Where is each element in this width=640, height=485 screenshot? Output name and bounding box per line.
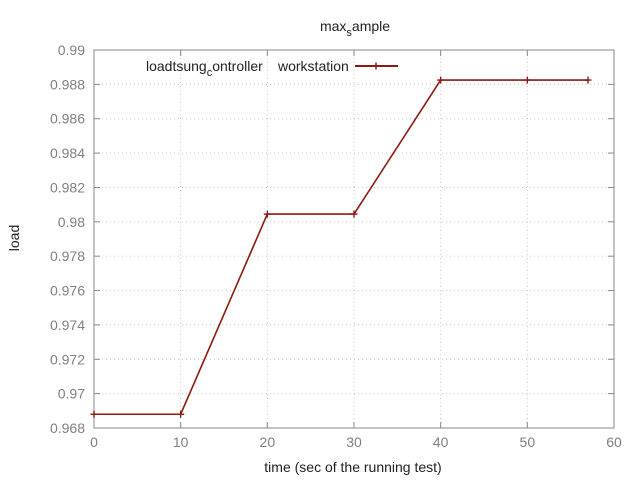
- data-point: [584, 76, 592, 84]
- y-tick-label: 0.976: [50, 283, 85, 299]
- series-line: [94, 79, 588, 416]
- x-tick-label: 60: [606, 434, 622, 450]
- y-tick-label: 0.98: [58, 214, 85, 230]
- y-tick-label: 0.986: [50, 111, 85, 127]
- y-tick-label: 0.984: [50, 145, 85, 161]
- data-point: [350, 210, 358, 218]
- x-tick-label: 0: [90, 434, 98, 450]
- legend-label: loadtsungcontroller: [146, 58, 263, 79]
- x-tick-labels: 0 10 20 30 40 50 60: [90, 434, 622, 450]
- legend-marker: [372, 62, 380, 70]
- grid-lines: [94, 50, 614, 428]
- y-tick-label: 0.97: [58, 386, 85, 402]
- y-tick-labels: 0.968 0.97 0.972 0.974 0.976 0.978 0.98 0.982 0.…: [50, 42, 85, 436]
- axes: [93, 49, 615, 429]
- x-tick-label: 10: [173, 434, 189, 450]
- legend-label-subscript: c: [207, 67, 213, 79]
- data-point: [523, 76, 531, 84]
- y-tick-label: 0.978: [50, 248, 85, 264]
- legend-label-part2: ontroller: [212, 58, 263, 74]
- y-tick-label: 0.968: [50, 420, 85, 436]
- chart-title-tail: ample: [352, 18, 390, 34]
- chart-title-subscript: s: [346, 27, 352, 39]
- plot-border: [93, 49, 615, 429]
- x-axis-label: time (sec of the running test): [264, 459, 441, 475]
- y-tick-label: 0.982: [50, 179, 85, 195]
- legend: loadtsungcontroller workstation: [146, 58, 398, 79]
- x-tick-label: 20: [260, 434, 276, 450]
- chart-title: maxsample: [320, 18, 390, 39]
- x-tick-label: 30: [346, 434, 362, 450]
- y-tick-label: 0.99: [58, 42, 85, 58]
- series-layer: [90, 76, 592, 418]
- x-tick-label: 50: [520, 434, 536, 450]
- data-point: [90, 410, 98, 418]
- data-point: [437, 76, 445, 84]
- y-axis-label: load: [6, 225, 22, 251]
- y-tick-label: 0.972: [50, 351, 85, 367]
- x-tick-label: 40: [433, 434, 449, 450]
- data-point: [177, 410, 185, 418]
- legend-label-tail: workstation: [277, 58, 349, 74]
- y-tick-label: 0.974: [50, 317, 85, 333]
- data-point: [263, 210, 271, 218]
- chart-title-main: max: [320, 18, 346, 34]
- y-tick-label: 0.988: [50, 76, 85, 92]
- legend-label-part1: loadtsung: [146, 58, 207, 74]
